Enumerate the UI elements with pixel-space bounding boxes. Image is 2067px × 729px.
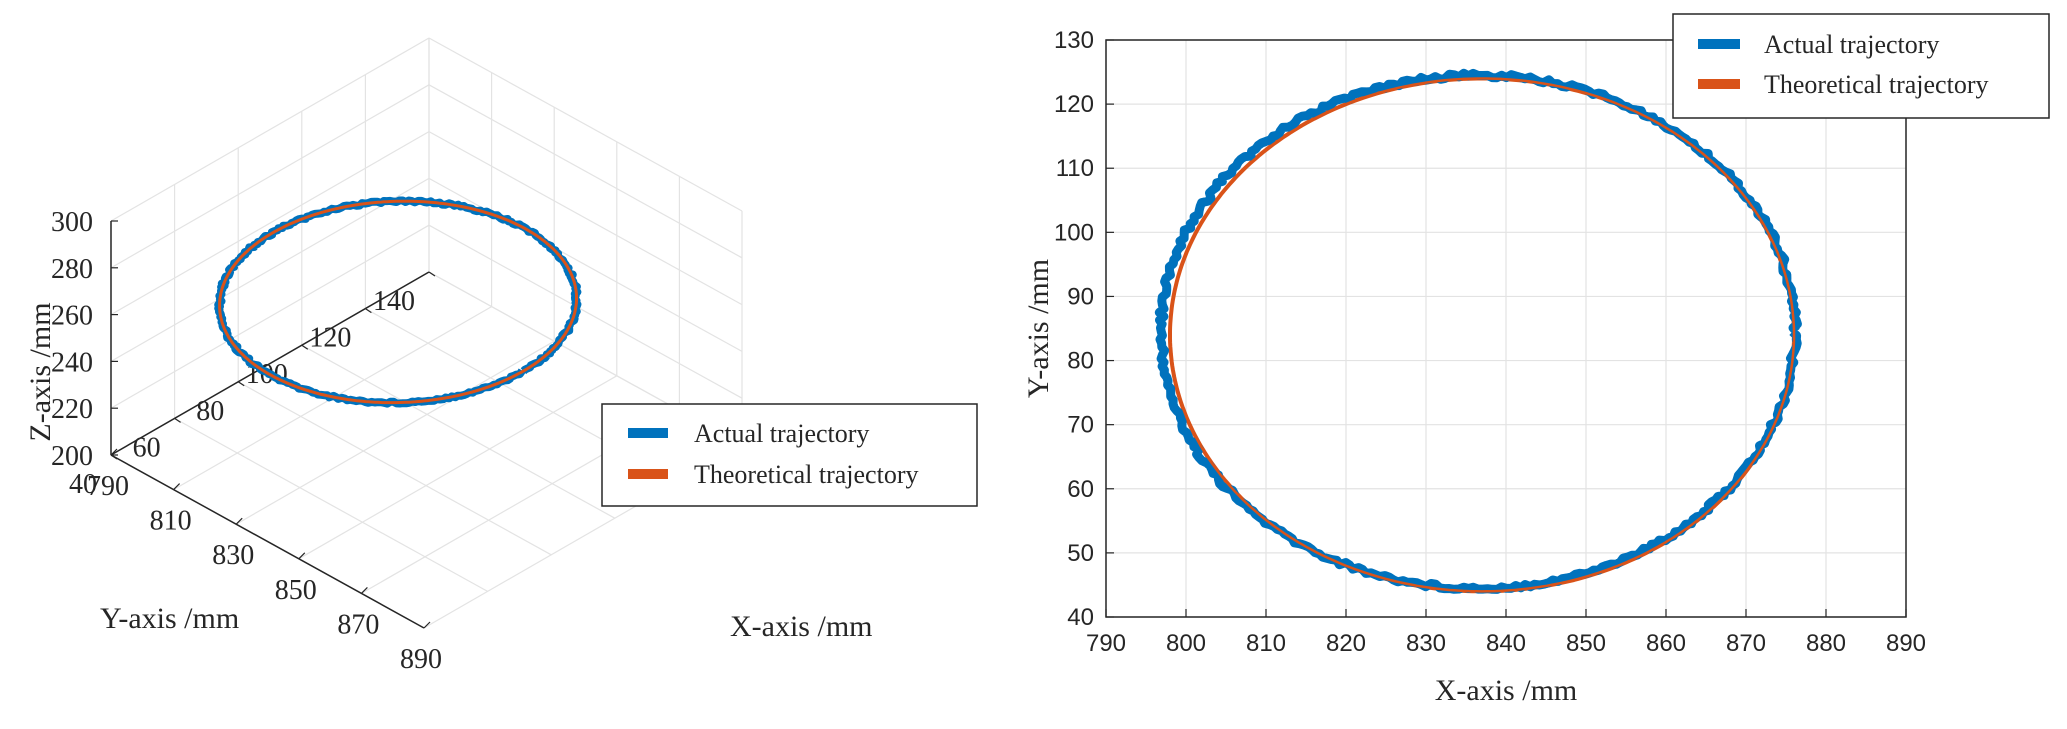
x-tick-3d [173, 483, 181, 491]
series-3d [214, 196, 582, 408]
legend-label-theoretical-2d: Theoretical trajectory [1764, 70, 1988, 99]
x-tick-label-2d: 840 [1486, 630, 1526, 657]
x-tick-label-2d: 830 [1406, 630, 1446, 657]
y-tick-3d [428, 271, 436, 277]
x-tick-label-2d: 850 [1566, 630, 1606, 657]
grid-line-sidewall-z [110, 37, 430, 222]
x-tick-label-3d: 810 [150, 506, 192, 537]
x-axis-line-3d [110, 454, 425, 629]
axes-3d [110, 221, 430, 629]
grid-line-sidewall-z [110, 84, 430, 269]
ticks-3d: 7908108308508708904060801001201402002202… [51, 207, 442, 675]
series-2d [1154, 68, 1802, 594]
z-tick-label-3d: 280 [51, 254, 93, 285]
series-actual-trajectory-2d [1154, 68, 1802, 594]
y-tick-label-2d: 70 [1067, 412, 1094, 439]
z-axis-label-3d: Z-axis /mm [24, 302, 57, 441]
x-tick-label-3d: 890 [400, 644, 442, 675]
legend-label-actual-3d: Actual trajectory [694, 419, 869, 448]
ticks-2d: 790 800 810 820 830 840 850 860 870 880 890 40 50 60 7… [1054, 27, 1926, 657]
y-tick-label-2d: 60 [1067, 476, 1094, 503]
z-tick-label-3d: 240 [51, 347, 93, 378]
legend-box-3d [601, 403, 978, 507]
x-tick-label-3d: 850 [275, 575, 317, 606]
chart-3d-svg: 7908108308508708904060801001201402002202… [24, 37, 978, 675]
x-axis-label-2d: X-axis /mm [1435, 674, 1578, 707]
legend-box-2d [1672, 13, 2050, 119]
x-tick-3d [298, 552, 306, 560]
grid-line-wall-z [428, 177, 743, 352]
x-tick-label-2d: 800 [1166, 630, 1206, 657]
y-tick-label-3d: 80 [196, 396, 224, 427]
y-tick-label-2d: 90 [1067, 283, 1094, 310]
y-tick-3d [237, 381, 245, 387]
grid-line-sidewall-z [110, 224, 430, 409]
y-tick-label-3d: 60 [133, 432, 161, 463]
grid-2d [1105, 39, 1907, 618]
legend-label-actual-2d: Actual trajectory [1764, 30, 1939, 59]
x-tick-label-2d: 790 [1086, 630, 1126, 657]
x-tick-label-2d: 890 [1886, 630, 1926, 657]
grid-line-floor-x [235, 340, 555, 525]
grid-line-sidewall-z [110, 131, 430, 316]
grid-line-floor-y [237, 381, 552, 556]
grid-line-floor-y [174, 417, 488, 592]
z-tick-label-3d: 220 [51, 394, 93, 425]
y-tick-label-2d: 50 [1067, 540, 1094, 567]
grid-line-wall-z [428, 131, 743, 306]
x-tick-3d [110, 448, 118, 456]
grid-line-floor-y [301, 344, 616, 519]
y-tick-label-2d: 100 [1054, 219, 1094, 246]
legend-label-theoretical-3d: Theoretical trajectory [694, 460, 918, 489]
x-tick-label-2d: 810 [1246, 630, 1286, 657]
y-tick-label-3d: 40 [69, 469, 97, 500]
grid-line-wall-z [428, 37, 743, 212]
x-tick-label-2d: 860 [1646, 630, 1686, 657]
grid-line-sidewall-z [110, 177, 430, 362]
chart-2d-trajectory: 790 800 810 820 830 840 850 860 870 880 890 40 50 60 7… [1000, 0, 2067, 724]
chart-3d-trajectory: 790 810 830 850 870 890 40 60 80 100 120 140 200 220 2… [0, 0, 1000, 724]
y-tick-label-3d: 140 [373, 286, 415, 317]
x-tick-label-2d: 820 [1326, 630, 1366, 657]
x-tick-3d [423, 621, 431, 629]
x-tick-label-3d: 870 [337, 609, 379, 640]
y-tick-label-2d: 40 [1067, 604, 1094, 631]
grid-line-wall-z [428, 84, 743, 259]
grid-line-floor-x [298, 375, 618, 560]
y-tick-label-2d: 130 [1054, 27, 1094, 54]
x-tick-label-3d: 830 [212, 540, 254, 571]
y-tick-3d [110, 454, 118, 460]
z-tick-label-3d: 200 [51, 441, 93, 472]
y-tick-label-3d: 120 [309, 323, 351, 354]
y-axis-label-3d: Y-axis /mm [100, 602, 239, 635]
y-tick-label-2d: 80 [1067, 348, 1094, 375]
series-theoretical-trajectory-2d-overlay [1168, 77, 1796, 593]
series-theoretical-trajectory-3d [218, 199, 578, 405]
y-tick-label-2d: 120 [1054, 91, 1094, 118]
y-tick-3d [365, 308, 372, 314]
legend-2d: Actual trajectory Theoretical trajectory [1672, 13, 2050, 119]
y-tick-3d [174, 417, 181, 423]
chart-2d-svg: 790 800 810 820 830 840 850 860 870 880 890 40 50 60 7… [1022, 13, 2050, 707]
z-tick-label-3d: 300 [51, 207, 93, 238]
x-tick-3d [235, 517, 243, 525]
y-tick-label-2d: 110 [1056, 155, 1094, 182]
x-tick-3d [360, 586, 368, 594]
x-tick-label-2d: 870 [1726, 630, 1766, 657]
grid-3d [110, 37, 743, 629]
z-tick-label-3d: 260 [51, 301, 93, 332]
x-axis-label-3d: X-axis /mm [730, 610, 873, 643]
grid-line-wall-z [428, 224, 743, 399]
y-tick-3d [301, 344, 309, 350]
x-tick-label-2d: 880 [1806, 630, 1846, 657]
y-axis-label-2d: Y-axis /mm [1022, 259, 1055, 398]
y-axis-line-3d [110, 271, 430, 456]
x-tick-label-3d: 790 [87, 471, 129, 502]
legend-3d: Actual trajectory Theoretical trajectory [601, 403, 978, 507]
